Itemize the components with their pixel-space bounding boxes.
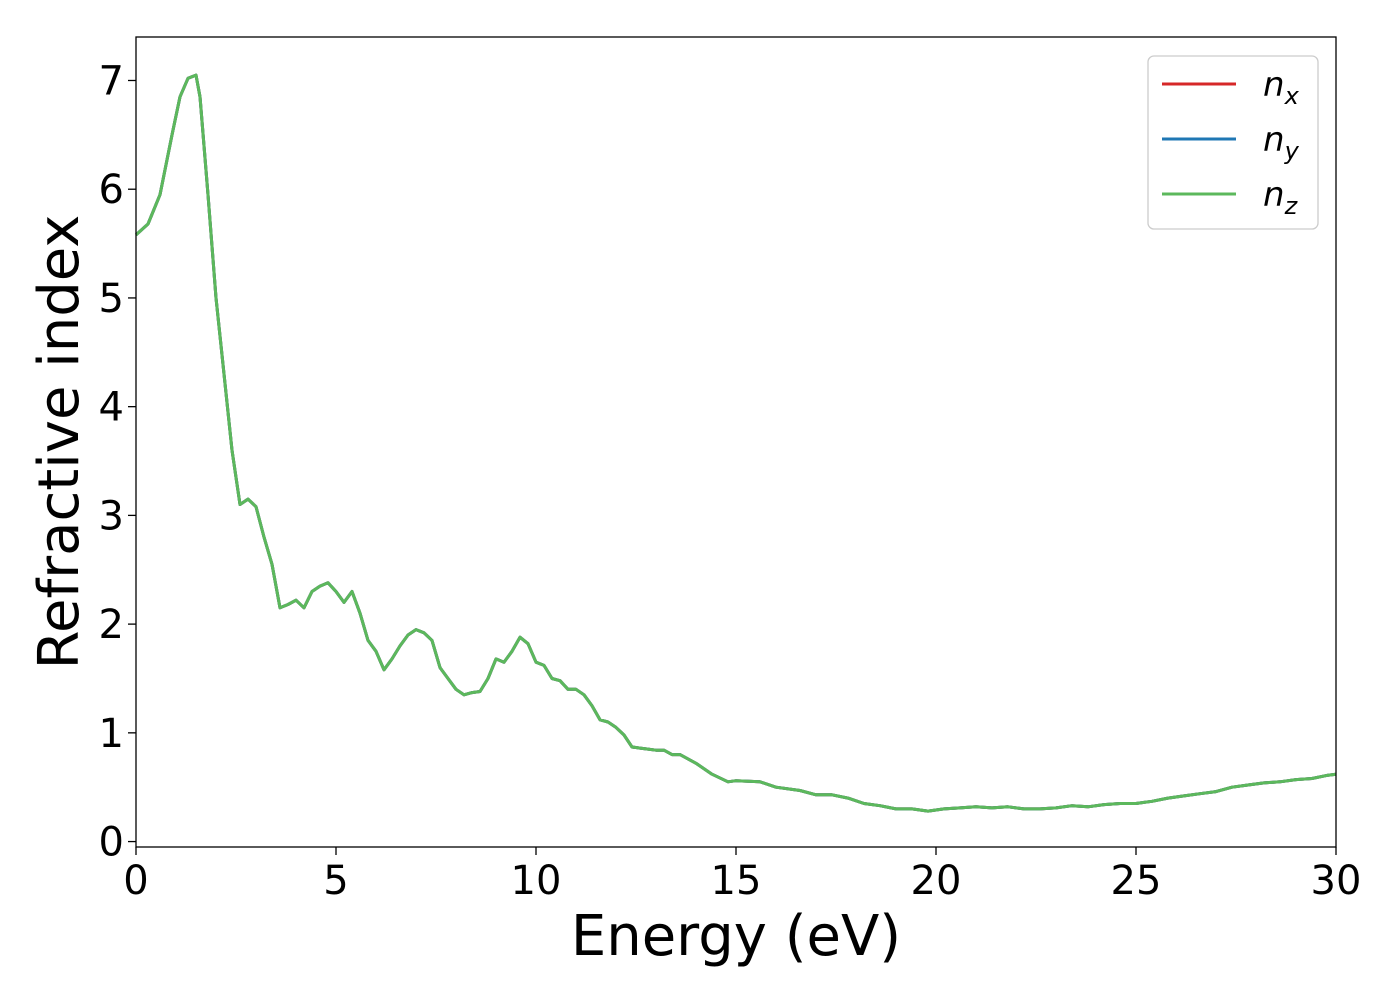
x-tick-label: 25 <box>1111 858 1162 904</box>
legend-box <box>1147 55 1319 230</box>
x-tick-label: 20 <box>911 858 962 904</box>
y-tick-label: 3 <box>99 493 124 539</box>
legend-entry-n_y: ny <box>1263 120 1300 165</box>
y-tick-label: 6 <box>99 167 124 213</box>
legend-entry-subscript: x <box>1284 82 1300 110</box>
legend-entry-base: n <box>1263 120 1285 160</box>
y-tick-label: 7 <box>99 58 124 104</box>
series-line-n_z <box>134 73 1337 813</box>
legend-entry-n_z: nz <box>1263 175 1299 220</box>
x-tick-label: 30 <box>1311 858 1362 904</box>
series-lines <box>134 73 1337 813</box>
x-axis-label: Energy (eV) <box>571 904 901 969</box>
y-tick-label: 5 <box>99 276 124 322</box>
y-tick-label: 0 <box>99 820 124 866</box>
legend-entry-base: n <box>1263 65 1285 105</box>
legend-entry-n_x: nx <box>1263 65 1300 110</box>
y-tick-label: 4 <box>99 385 124 431</box>
legend-entry-base: n <box>1263 175 1285 215</box>
y-tick-label: 1 <box>99 711 124 757</box>
legend-entry-subscript: z <box>1284 192 1299 220</box>
x-tick-label: 10 <box>511 858 562 904</box>
x-tick-label: 15 <box>711 858 762 904</box>
x-tick-label: 0 <box>123 858 148 904</box>
x-tick-label: 5 <box>323 858 348 904</box>
legend-entry-subscript: y <box>1284 137 1300 165</box>
axis-ticks: 0 5 10 15 20 25 30 0 1 2 3 4 5 6 7 <box>99 58 1362 904</box>
y-tick-label: 2 <box>99 602 124 648</box>
y-axis-label: Refractive index <box>27 215 92 670</box>
